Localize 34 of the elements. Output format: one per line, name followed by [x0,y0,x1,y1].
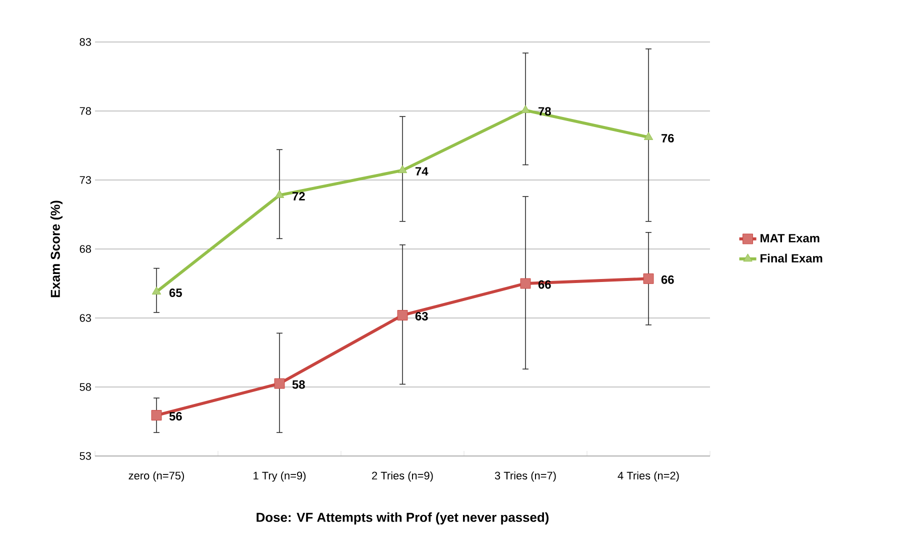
y-tick-label: 78 [80,107,91,115]
data-label: 58 [292,380,305,389]
y-tick-label: 63 [80,314,91,322]
point [152,286,162,295]
point [643,273,654,284]
legend-label: MAT Exam [760,234,820,242]
y-axis-title: Exam Score (%) [50,200,62,298]
y-tick-label: 58 [80,383,91,391]
y-tick-label: 53 [80,452,91,460]
data-label: 66 [661,275,674,284]
data-label: 72 [292,192,305,200]
data-label: 56 [169,412,182,420]
x-tick-label: zero (n=75) [128,471,184,482]
data-label: 76 [662,134,674,142]
point [520,278,531,289]
legend-label: Final Exam [760,254,822,263]
point [520,105,530,114]
point [151,410,162,421]
data-label: 63 [415,312,428,320]
point [274,190,284,198]
x-axis-title: Dose: VF Attempts with Prof (yet never passed) [256,512,549,524]
x-tick-label: 4 Tries (n=2) [618,471,679,482]
point [274,378,285,389]
y-tick-label: 68 [80,245,91,253]
point [397,310,408,320]
data-label: 74 [416,167,428,176]
point [644,132,654,140]
x-tick-label: 3 Tries (n=7) [494,471,556,482]
data-label: 65 [169,288,182,297]
point [398,165,408,174]
x-tick-label: 1 Try (n=9) [254,471,306,482]
y-tick-label: 73 [80,176,91,184]
x-tick-label: 2 Tries (n=9) [372,471,433,482]
y-tick-label: 83 [80,38,91,46]
